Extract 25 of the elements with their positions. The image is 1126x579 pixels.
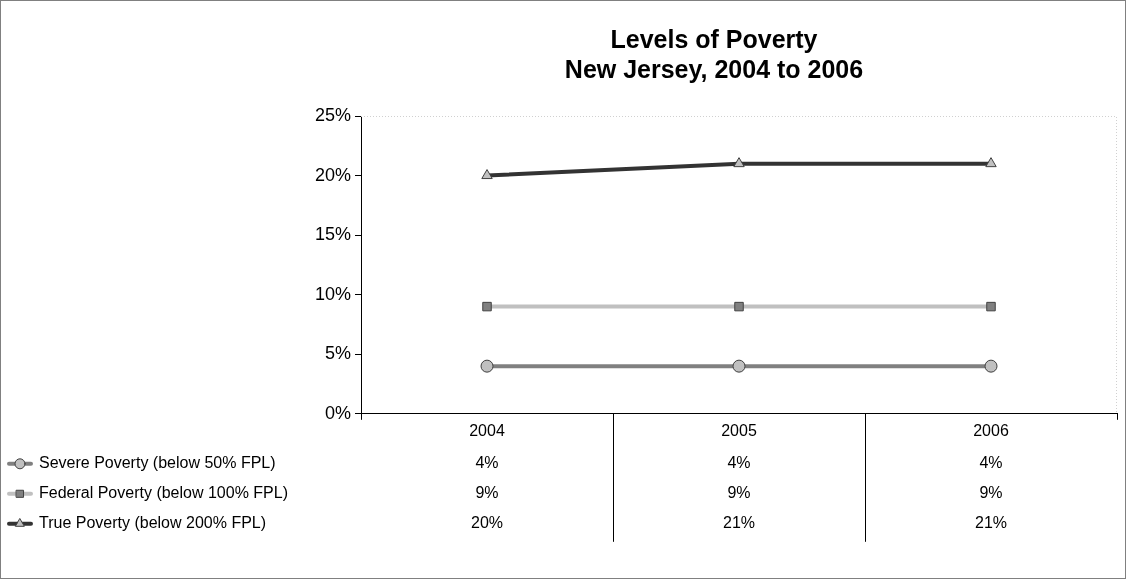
point xyxy=(481,169,493,180)
point xyxy=(985,157,997,168)
y-tick-label: 10% xyxy=(315,283,352,304)
data-label: 4% xyxy=(727,454,751,472)
data-label: 9% xyxy=(475,484,499,502)
x-tick-label: 2004 xyxy=(469,421,505,439)
data-label: 4% xyxy=(979,454,1003,472)
data-label: 21% xyxy=(723,514,756,532)
x-tick-label: 2005 xyxy=(721,421,757,439)
legend-label: Severe Poverty (below 50% FPL) xyxy=(39,454,276,472)
y-tick-label: 25% xyxy=(315,104,352,125)
y-tick-label: 20% xyxy=(315,164,352,185)
legend-label: Federal Poverty (below 100% FPL) xyxy=(39,484,288,502)
x-tick-label: 2006 xyxy=(973,421,1009,439)
chart-title: Levels of Poverty New Jersey, 2004 to 2006 xyxy=(564,24,864,83)
data-label: 9% xyxy=(727,484,751,502)
data-label: 21% xyxy=(974,514,1008,532)
data-label: 9% xyxy=(979,484,1003,502)
data-label: 4% xyxy=(475,454,499,472)
y-tick-label: 5% xyxy=(325,343,352,364)
y-tick-label: 15% xyxy=(315,224,352,245)
data-label: 20% xyxy=(471,514,504,532)
legend-label: True Poverty (below 200% FPL) xyxy=(39,514,267,532)
point xyxy=(733,157,745,168)
y-tick-label: 0% xyxy=(325,402,352,423)
